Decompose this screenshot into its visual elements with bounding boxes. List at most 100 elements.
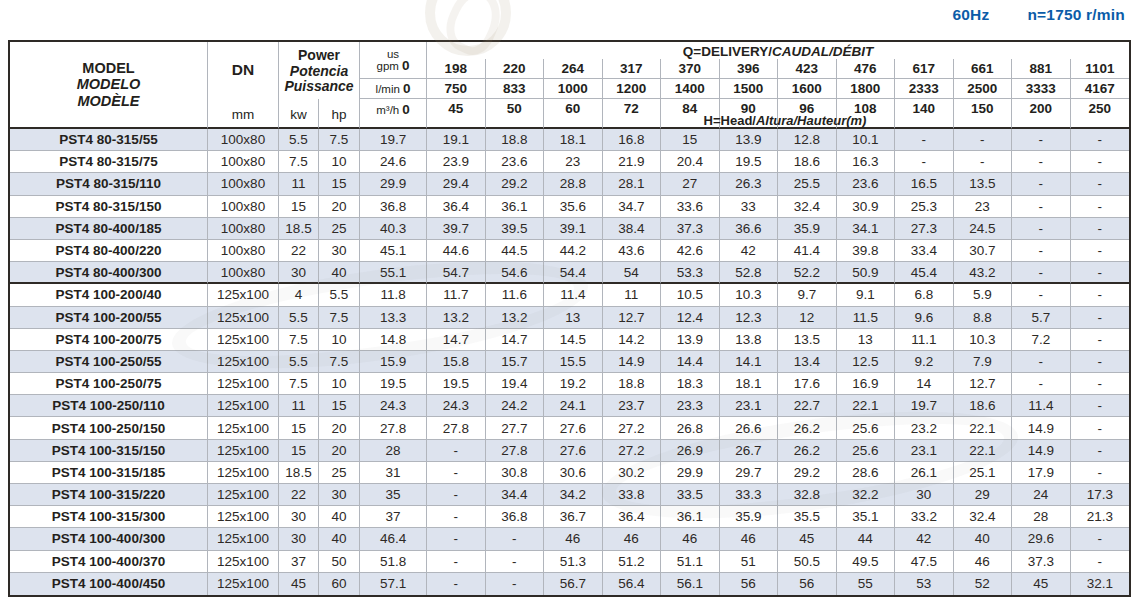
head-value-cell: 51 [720,551,779,573]
performance-table: MODEL MODELO MODÈLE DN mm Power Potencia [10,42,1129,595]
head-value-cell: - [427,528,486,550]
head-value-cell: 11.4 [1012,395,1071,417]
head-value-cell: - [954,129,1013,151]
head-value-cell: 42 [720,240,779,262]
head-value-cell: 19.5 [360,373,427,395]
hp-cell: 10 [319,151,360,173]
head-value-cell: 27.8 [427,417,486,439]
head-value-cell: 24.1 [544,395,603,417]
flow-lmin-value: 1200 [603,79,662,99]
hp-cell: 20 [319,417,360,439]
dn-cell: 125x100 [208,307,279,329]
head-value-cell: - [427,462,486,484]
head-value-cell: - [1012,284,1071,306]
head-value-cell: - [1071,307,1130,329]
head-value-cell: 26.9 [661,440,720,462]
frequency-label: 60Hz [952,6,989,24]
head-value-cell: 45.4 [895,262,954,284]
head-value-cell: 33.4 [895,240,954,262]
head-value-cell: 28 [1012,506,1071,528]
kw-cell: 37 [279,551,319,573]
head-value-cell: - [1012,196,1071,218]
head-value-cell: 17.6 [778,373,837,395]
dn-cell: 125x100 [208,573,279,595]
table-row: PST4 100-250/150125x100152027.827.827.72… [10,417,1129,439]
head-value-cell: 12.4 [661,307,720,329]
dn-cell: 100x80 [208,151,279,173]
dn-cell: 125x100 [208,373,279,395]
head-value-cell: - [1071,262,1130,284]
flow-gpm-value: 317 [603,59,662,79]
head-value-cell: 30.2 [603,462,662,484]
kw-cell: 4 [279,284,319,306]
head-value-cell: - [895,151,954,173]
head-value-cell: 31 [360,462,427,484]
hp-cell: 30 [319,240,360,262]
head-value-cell: 11.5 [837,307,896,329]
head-value-cell: 27.7 [486,417,545,439]
head-value-cell: 25.5 [778,173,837,195]
model-cell: PST4 100-315/220 [10,484,208,506]
flow-lmin-value: 2500 [954,79,1013,99]
flow-gpm-value: 476 [837,59,896,79]
hp-cell: 25 [319,462,360,484]
head-value-cell: - [1071,196,1130,218]
head-value-cell: 13.2 [427,307,486,329]
flow-m3h-value: 60 [544,99,603,129]
head-value-cell: 33 [720,196,779,218]
head-value-cell: 28.1 [603,173,662,195]
dn-cell: 100x80 [208,129,279,151]
head-value-cell: 13.4 [778,351,837,373]
head-value-cell: 23 [954,196,1013,218]
head-value-cell: 13.8 [720,329,779,351]
head-value-cell: - [1012,151,1071,173]
head-value-cell: 46 [603,528,662,550]
flow-lmin-value: 4167 [1071,79,1130,99]
hp-cell: 7.5 [319,307,360,329]
head-value-cell: - [1071,395,1130,417]
flow-gpm-value: 423 [778,59,837,79]
dn-column-header: DN mm [208,42,279,129]
model-cell: PST4 100-200/40 [10,284,208,306]
head-value-cell: 26.6 [720,417,779,439]
head-value-cell: - [1071,373,1130,395]
head-value-cell: 32.4 [954,506,1013,528]
model-cell: PST4 80-315/55 [10,129,208,151]
kw-cell: 7.5 [279,151,319,173]
head-value-cell: 56 [778,573,837,595]
model-header-en: MODEL [10,60,207,77]
head-value-cell: 20.4 [661,151,720,173]
head-value-cell: 11.8 [360,284,427,306]
head-value-cell: 45 [778,528,837,550]
kw-cell: 15 [279,196,319,218]
dn-cell: 100x80 [208,240,279,262]
head-value-cell: - [1071,129,1130,151]
head-value-cell: 19.7 [360,129,427,151]
flow-gpm-value: 881 [1012,59,1071,79]
head-value-cell: 34.1 [837,218,896,240]
head-value-cell: 26.7 [720,440,779,462]
head-value-cell: 23.9 [427,151,486,173]
model-cell: PST4 80-400/220 [10,240,208,262]
kw-cell: 11 [279,173,319,195]
head-value-cell: 10.5 [661,284,720,306]
table-row: PST4 80-400/185100x8018.52540.339.739.53… [10,218,1129,240]
head-value-cell: 22.1 [837,395,896,417]
dn-cell: 125x100 [208,284,279,306]
kw-cell: 45 [279,573,319,595]
flow-gpm-value: 370 [661,59,720,79]
model-cell: PST4 100-315/150 [10,440,208,462]
head-value-cell: 13.9 [661,329,720,351]
kw-cell: 22 [279,240,319,262]
model-header-fr: MODÈLE [10,93,207,110]
head-value-cell: 23.2 [895,417,954,439]
head-value-cell: 25.3 [895,196,954,218]
head-value-cell: 14.9 [1012,417,1071,439]
flow-unit-lmin-header: l/min0 [360,79,427,99]
head-value-cell: 40 [954,528,1013,550]
flow-lmin-value: 1800 [837,79,896,99]
head-value-cell: 34.7 [603,196,662,218]
head-value-cell: 27.3 [895,218,954,240]
head-value-cell: - [486,551,545,573]
table-row: PST4 80-400/220100x80223045.144.644.544.… [10,240,1129,262]
